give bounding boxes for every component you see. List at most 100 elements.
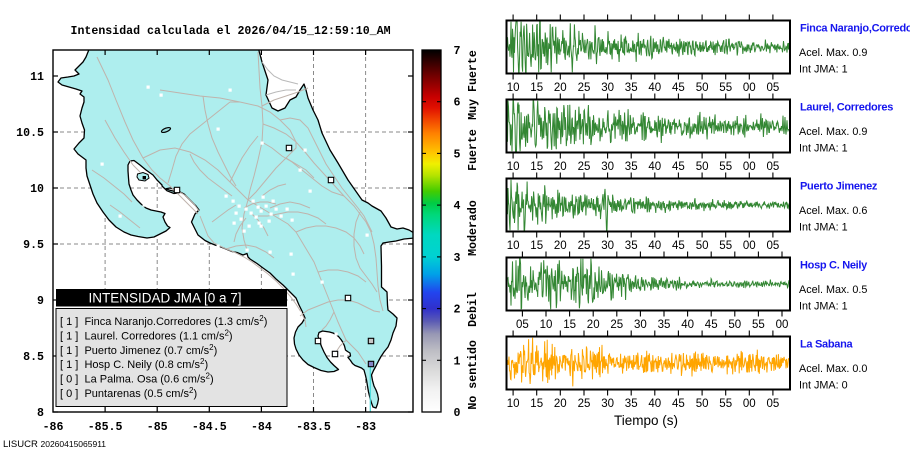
svg-text:50: 50 (696, 398, 709, 410)
svg-text:45: 45 (672, 398, 685, 410)
svg-text:40: 40 (648, 82, 661, 94)
svg-text:35: 35 (625, 398, 638, 410)
svg-text:8: 8 (37, 407, 44, 420)
svg-text:50: 50 (696, 240, 709, 252)
svg-text:35: 35 (658, 319, 671, 331)
svg-text:30: 30 (634, 319, 647, 331)
svg-text:40: 40 (648, 161, 661, 173)
svg-text:55: 55 (719, 240, 732, 252)
svg-text:7: 7 (454, 45, 461, 58)
svg-text:Int JMA: 1: Int JMA: 1 (799, 301, 848, 313)
svg-text:15: 15 (530, 398, 543, 410)
svg-text:Acel. Max. 0.9: Acel. Max. 0.9 (799, 126, 867, 138)
svg-text:5: 5 (454, 148, 461, 161)
svg-text:[ 0 ] Puntarenas (0.5 cm/s2): [ 0 ] Puntarenas (0.5 cm/s2) (60, 386, 197, 400)
svg-text:Int JMA: 0: Int JMA: 0 (799, 380, 848, 392)
svg-text:20: 20 (554, 161, 567, 173)
svg-text:00: 00 (743, 240, 756, 252)
svg-text:-84: -84 (251, 421, 272, 434)
svg-text:30: 30 (601, 240, 614, 252)
svg-text:11: 11 (30, 71, 44, 84)
svg-text:La Sabana: La Sabana (800, 339, 854, 351)
svg-text:35: 35 (625, 161, 638, 173)
svg-text:Acel. Max. 0.0: Acel. Max. 0.0 (799, 363, 867, 375)
svg-text:55: 55 (719, 398, 732, 410)
svg-text:55: 55 (752, 319, 765, 331)
svg-text:35: 35 (625, 240, 638, 252)
svg-text:Int JMA: 1: Int JMA: 1 (799, 222, 848, 234)
svg-text:Int JMA: 1: Int JMA: 1 (799, 143, 848, 155)
svg-text:10: 10 (30, 183, 44, 196)
svg-text:-84.5: -84.5 (192, 421, 227, 434)
svg-text:10: 10 (507, 240, 520, 252)
svg-text:20: 20 (554, 240, 567, 252)
svg-text:[ 1 ] Hosp C. Neily (0.8 cm/s: [ 1 ] Hosp C. Neily (0.8 cm/s2) (60, 357, 208, 371)
svg-text:1: 1 (454, 355, 461, 368)
svg-text:Acel. Max. 0.9: Acel. Max. 0.9 (799, 47, 867, 59)
svg-text:00: 00 (743, 398, 756, 410)
svg-text:0: 0 (454, 407, 461, 420)
svg-text:[ 1 ] Puerto Jimenez (0.7 cm/: [ 1 ] Puerto Jimenez (0.7 cm/s2) (60, 343, 217, 357)
svg-text:45: 45 (672, 82, 685, 94)
svg-text:Acel. Max. 0.5: Acel. Max. 0.5 (799, 284, 867, 296)
svg-text:10: 10 (540, 319, 553, 331)
svg-text:Laurel, Corredores: Laurel, Corredores (800, 102, 893, 114)
svg-text:40: 40 (648, 240, 661, 252)
svg-text:30: 30 (601, 398, 614, 410)
svg-text:50: 50 (696, 82, 709, 94)
svg-text:3: 3 (454, 252, 461, 265)
svg-text:10: 10 (507, 398, 520, 410)
svg-text:10: 10 (507, 161, 520, 173)
svg-text:25: 25 (578, 161, 591, 173)
svg-text:-85.5: -85.5 (88, 421, 123, 434)
svg-text:50: 50 (696, 161, 709, 173)
svg-text:10.5: 10.5 (16, 127, 44, 140)
svg-text:40: 40 (648, 398, 661, 410)
svg-text:15: 15 (530, 82, 543, 94)
svg-text:35: 35 (625, 82, 638, 94)
svg-text:INTENSIDAD JMA [0 a 7]: INTENSIDAD JMA [0 a 7] (88, 291, 241, 306)
svg-text:25: 25 (578, 398, 591, 410)
svg-text:4: 4 (454, 200, 461, 213)
svg-text:-86: -86 (43, 421, 64, 434)
svg-text:20: 20 (554, 82, 567, 94)
svg-text:05: 05 (767, 240, 780, 252)
svg-text:05: 05 (767, 161, 780, 173)
svg-text:Acel. Max. 0.6: Acel. Max. 0.6 (799, 205, 867, 217)
svg-text:30: 30 (601, 161, 614, 173)
svg-text:15: 15 (530, 240, 543, 252)
svg-text:6: 6 (454, 97, 461, 110)
svg-text:Hosp C. Neily: Hosp C. Neily (800, 260, 868, 272)
svg-text:Intensidad calculada el 2026/0: Intensidad calculada el 2026/04/15_12:59… (71, 25, 391, 38)
svg-text:2: 2 (454, 304, 461, 317)
svg-text:9: 9 (37, 295, 44, 308)
svg-text:-85: -85 (147, 421, 168, 434)
svg-text:55: 55 (719, 161, 732, 173)
svg-text:20: 20 (587, 319, 600, 331)
svg-text:-83.5: -83.5 (296, 421, 331, 434)
svg-text:LISUCR 20260415065911: LISUCR 20260415065911 (3, 439, 106, 450)
svg-text:Debil: Debil (467, 292, 480, 327)
svg-text:-83: -83 (355, 421, 376, 434)
svg-text:15: 15 (563, 319, 576, 331)
svg-text:40: 40 (681, 319, 694, 331)
svg-text:[ 0 ] La Palma. Osa (0.6 cm/s: [ 0 ] La Palma. Osa (0.6 cm/s2) (60, 372, 214, 386)
svg-text:20: 20 (554, 398, 567, 410)
svg-text:10: 10 (507, 82, 520, 94)
svg-text:45: 45 (672, 240, 685, 252)
svg-text:30: 30 (601, 82, 614, 94)
svg-text:25: 25 (610, 319, 623, 331)
svg-text:00: 00 (743, 82, 756, 94)
svg-text:15: 15 (530, 161, 543, 173)
svg-text:9.5: 9.5 (23, 239, 44, 252)
svg-text:50: 50 (728, 319, 741, 331)
svg-text:00: 00 (776, 319, 789, 331)
svg-text:00: 00 (743, 161, 756, 173)
svg-text:[ 1 ] Finca Naranjo.Corredore: [ 1 ] Finca Naranjo.Corredores (1.3 cm/s… (60, 314, 267, 328)
svg-text:05: 05 (767, 398, 780, 410)
svg-text:Tiempo (s): Tiempo (s) (614, 413, 678, 428)
svg-text:25: 25 (578, 240, 591, 252)
svg-text:55: 55 (719, 82, 732, 94)
svg-text:45: 45 (672, 161, 685, 173)
svg-text:Muy Fuerte: Muy Fuerte (467, 50, 480, 120)
